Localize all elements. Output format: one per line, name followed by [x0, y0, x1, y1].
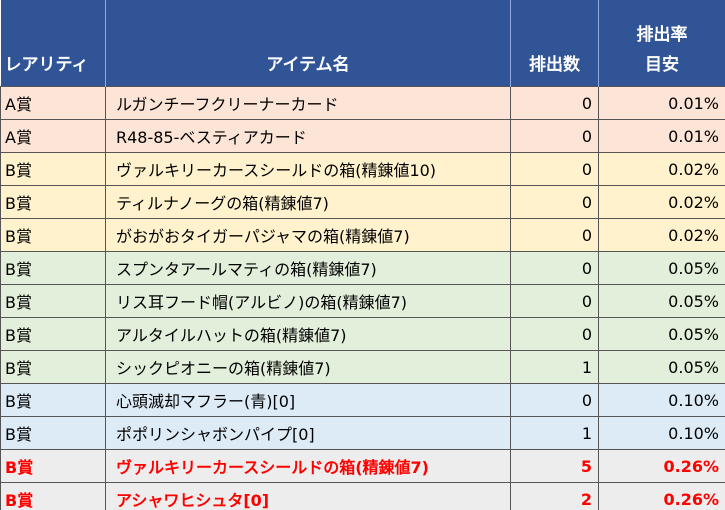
table-row: B賞 アシャワヒシュタ[0] 2 0.26% — [0, 482, 725, 510]
rate-cell: 0.02% — [598, 185, 725, 219]
rarity-cell: B賞 — [0, 482, 106, 510]
rate-cell: 0.02% — [598, 152, 725, 186]
rarity-cell: A賞 — [0, 86, 106, 120]
table-body: A賞 ルガンチーフクリーナーカード 0 0.01% A賞 R48-85-ベスティアカード 0… — [0, 86, 725, 510]
rate-cell: 0.10% — [598, 383, 725, 417]
header-cell: アイテム名 — [105, 0, 511, 87]
header-row: レアリティ アイテム名 排出数 排出率 目安 — [0, 0, 725, 87]
header-cell: レアリティ — [0, 0, 106, 87]
header-line: 目安 — [645, 55, 679, 75]
count-cell: 5 — [510, 449, 599, 483]
item-cell: シックピオニーの箱(精錬値7) — [105, 350, 511, 384]
rate-cell: 0.02% — [598, 218, 725, 252]
table-row: A賞 ルガンチーフクリーナーカード 0 0.01% — [0, 86, 725, 120]
rate-cell: 0.05% — [598, 251, 725, 285]
item-cell: ヴァルキリーカースシールドの箱(精錬値7) — [105, 449, 511, 483]
rarity-cell: B賞 — [0, 350, 106, 384]
count-cell: 0 — [510, 317, 599, 351]
table-row: B賞 心頭滅却マフラー(青)[0] 0 0.10% — [0, 383, 725, 417]
item-cell: リス耳フード帽(アルビノ)の箱(精錬値7) — [105, 284, 511, 318]
header-cell: 排出数 — [510, 0, 599, 87]
count-cell: 0 — [510, 218, 599, 252]
rate-cell: 0.26% — [598, 449, 725, 483]
rarity-cell: B賞 — [0, 218, 106, 252]
header-line: 排出率 — [636, 25, 688, 45]
rate-cell: 0.01% — [598, 86, 725, 120]
table-row: B賞 ポポリンシャボンパイプ[0] 1 0.10% — [0, 416, 725, 450]
count-cell: 0 — [510, 383, 599, 417]
count-cell: 0 — [510, 185, 599, 219]
rate-cell: 0.01% — [598, 119, 725, 153]
table-row: B賞 がおがおタイガーパジャマの箱(精錬値7) 0 0.02% — [0, 218, 725, 252]
rate-cell: 0.10% — [598, 416, 725, 450]
item-cell: 心頭滅却マフラー(青)[0] — [105, 383, 511, 417]
table-row: B賞 ヴァルキリーカースシールドの箱(精錬値7) 5 0.26% — [0, 449, 725, 483]
table-row: B賞 シックピオニーの箱(精錬値7) 1 0.05% — [0, 350, 725, 384]
count-cell: 1 — [510, 416, 599, 450]
rarity-cell: B賞 — [0, 284, 106, 318]
count-cell: 0 — [510, 284, 599, 318]
item-cell: アシャワヒシュタ[0] — [105, 482, 511, 510]
table-row: B賞 スプンタアールマティの箱(精錬値7) 0 0.05% — [0, 251, 725, 285]
rarity-cell: A賞 — [0, 119, 106, 153]
rate-cell: 0.05% — [598, 284, 725, 318]
item-cell: ティルナノーグの箱(精錬値7) — [105, 185, 511, 219]
item-cell: がおがおタイガーパジャマの箱(精錬値7) — [105, 218, 511, 252]
rarity-cell: B賞 — [0, 317, 106, 351]
rarity-cell: B賞 — [0, 251, 106, 285]
table-row: B賞 リス耳フード帽(アルビノ)の箱(精錬値7) 0 0.05% — [0, 284, 725, 318]
table-row: B賞 アルタイルハットの箱(精錬値7) 0 0.05% — [0, 317, 725, 351]
rarity-cell: B賞 — [0, 383, 106, 417]
rarity-cell: B賞 — [0, 152, 106, 186]
count-cell: 1 — [510, 350, 599, 384]
item-cell: ルガンチーフクリーナーカード — [105, 86, 511, 120]
rate-cell: 0.05% — [598, 350, 725, 384]
table-row: A賞 R48-85-ベスティアカード 0 0.01% — [0, 119, 725, 153]
item-cell: R48-85-ベスティアカード — [105, 119, 511, 153]
rarity-cell: B賞 — [0, 449, 106, 483]
rarity-cell: B賞 — [0, 416, 106, 450]
table-row: B賞 ティルナノーグの箱(精錬値7) 0 0.02% — [0, 185, 725, 219]
item-cell: ポポリンシャボンパイプ[0] — [105, 416, 511, 450]
count-cell: 0 — [510, 251, 599, 285]
count-cell: 0 — [510, 152, 599, 186]
header-cell: 排出率 目安 — [598, 0, 725, 87]
count-cell: 0 — [510, 86, 599, 120]
rate-cell: 0.26% — [598, 482, 725, 510]
count-cell: 2 — [510, 482, 599, 510]
count-cell: 0 — [510, 119, 599, 153]
rarity-cell: B賞 — [0, 185, 106, 219]
table-row: B賞 ヴァルキリーカースシールドの箱(精錬値10) 0 0.02% — [0, 152, 725, 186]
item-cell: ヴァルキリーカースシールドの箱(精錬値10) — [105, 152, 511, 186]
rate-cell: 0.05% — [598, 317, 725, 351]
item-cell: スプンタアールマティの箱(精錬値7) — [105, 251, 511, 285]
item-cell: アルタイルハットの箱(精錬値7) — [105, 317, 511, 351]
